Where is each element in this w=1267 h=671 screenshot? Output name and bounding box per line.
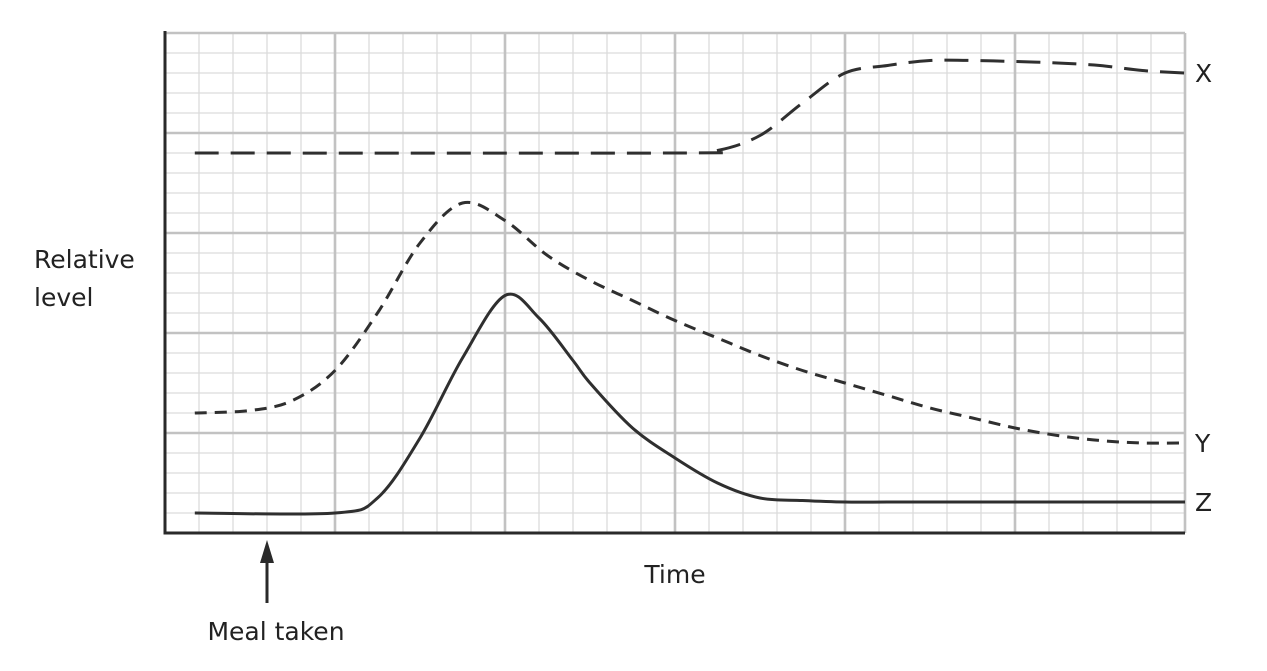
axes <box>163 31 1185 535</box>
arrow-head <box>260 540 274 563</box>
series-label-z: Z <box>1195 488 1212 517</box>
meal-taken-arrow-icon <box>260 540 274 603</box>
series-line-x <box>194 58 1186 155</box>
series-lines <box>194 58 1186 516</box>
series-label-x: X <box>1195 59 1212 88</box>
series-labels: X Y Z <box>1194 59 1212 517</box>
series-line-z <box>194 292 1185 516</box>
y-axis-label-line2: level <box>34 283 93 312</box>
x-axis-label: Time <box>643 560 705 589</box>
y-axis-label-line1: Relative <box>34 245 135 274</box>
series-line-y <box>194 200 1186 445</box>
labels: Relative level Time Meal taken <box>34 245 706 646</box>
meal-taken-annotation: Meal taken <box>207 617 344 646</box>
series-label-y: Y <box>1194 429 1211 458</box>
